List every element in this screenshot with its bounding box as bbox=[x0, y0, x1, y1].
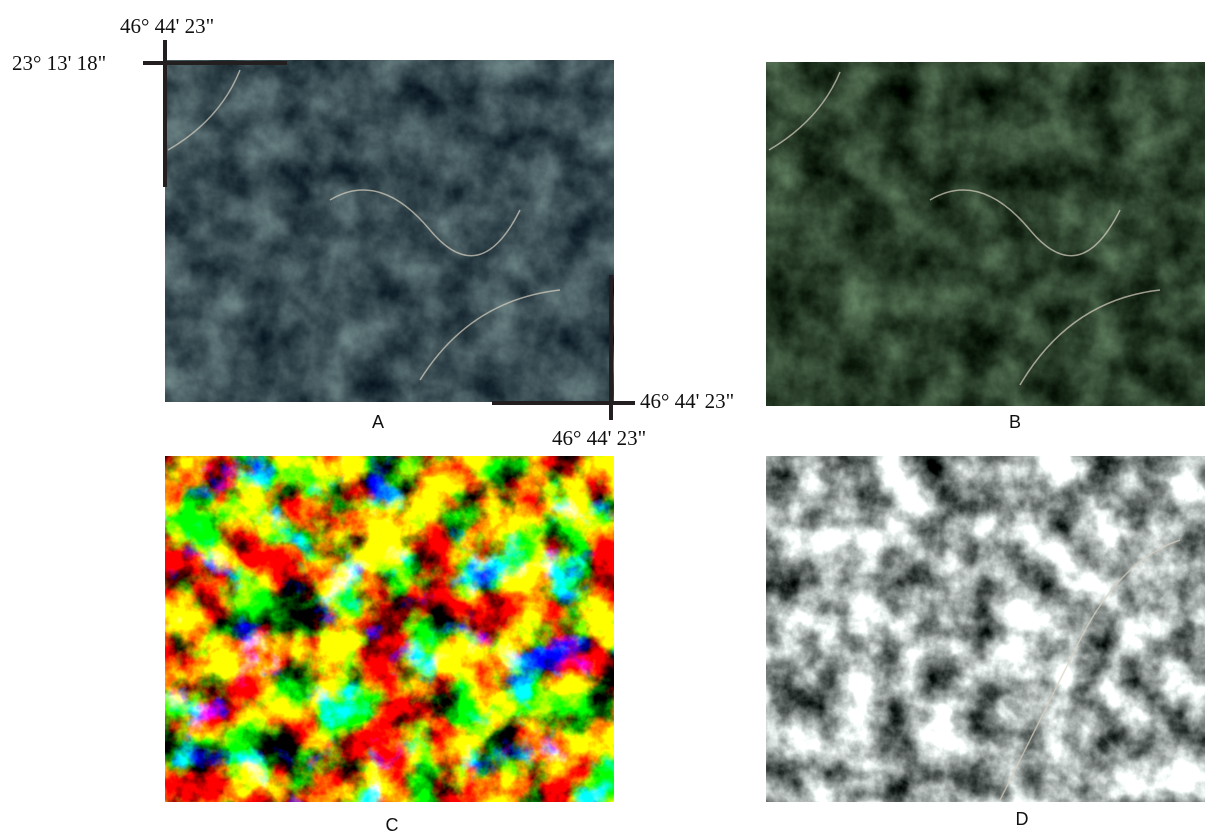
panel-b bbox=[766, 62, 1205, 406]
coordinate-label: 23° 13' 18" bbox=[12, 51, 106, 75]
coordinate-label: 46° 44' 23" bbox=[552, 426, 646, 450]
figure: A B C D 46° 44' 23" 23° 13' 18" 46° 44' … bbox=[0, 0, 1205, 834]
panel-label: A bbox=[372, 412, 384, 432]
panel-label: C bbox=[386, 815, 399, 834]
coordinate-label: 46° 44' 23" bbox=[120, 14, 214, 38]
classified-image bbox=[165, 456, 614, 802]
panel-label: B bbox=[1009, 412, 1021, 432]
panel-label: D bbox=[1016, 809, 1029, 829]
satellite-image bbox=[766, 456, 1205, 802]
panel-d bbox=[766, 456, 1205, 802]
panel-a bbox=[165, 60, 614, 402]
coordinate-label: 46° 44' 23" bbox=[640, 389, 734, 413]
satellite-image bbox=[165, 60, 614, 402]
satellite-image bbox=[766, 62, 1205, 406]
